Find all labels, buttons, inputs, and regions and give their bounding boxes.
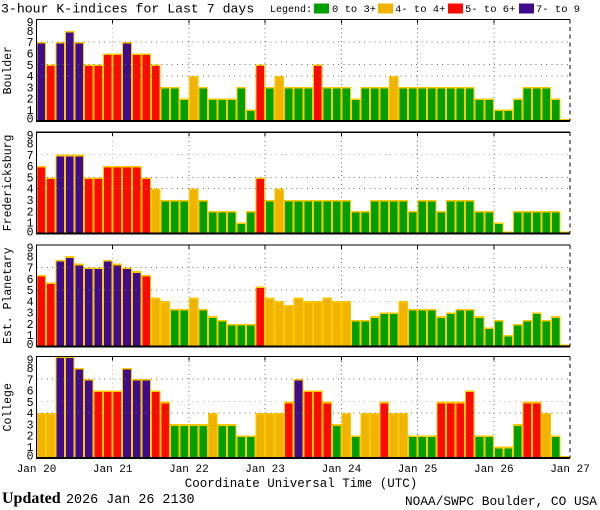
svg-text:7: 7 xyxy=(27,37,34,50)
svg-text:6: 6 xyxy=(27,161,34,174)
svg-text:4- to 4+: 4- to 4+ xyxy=(395,4,445,16)
svg-text:7: 7 xyxy=(27,263,34,276)
svg-text:Fredericksburg: Fredericksburg xyxy=(2,135,15,232)
svg-text:6: 6 xyxy=(27,274,34,287)
svg-text:9: 9 xyxy=(27,243,34,256)
svg-text:2: 2 xyxy=(27,319,34,332)
svg-text:Jan 24: Jan 24 xyxy=(322,464,362,476)
svg-text:7: 7 xyxy=(27,150,34,163)
svg-text:4: 4 xyxy=(27,408,34,421)
svg-text:2: 2 xyxy=(27,94,34,107)
svg-text:Jan 22: Jan 22 xyxy=(169,464,209,476)
svg-text:0: 0 xyxy=(27,451,34,464)
svg-text:Jan 21: Jan 21 xyxy=(93,464,133,476)
svg-text:0: 0 xyxy=(27,339,34,352)
svg-text:5: 5 xyxy=(27,60,34,73)
svg-text:4: 4 xyxy=(27,184,34,197)
svg-text:Est. Planetary: Est. Planetary xyxy=(2,247,15,344)
svg-text:7: 7 xyxy=(27,374,34,387)
svg-text:Jan 23: Jan 23 xyxy=(245,464,285,476)
svg-text:3: 3 xyxy=(27,419,34,432)
svg-text:9: 9 xyxy=(27,17,34,30)
svg-text:3-hour K-indices for Last 7 da: 3-hour K-indices for Last 7 days xyxy=(1,2,254,17)
svg-text:Jan 20: Jan 20 xyxy=(17,464,57,476)
svg-text:NOAA/SWPC Boulder, CO USA: NOAA/SWPC Boulder, CO USA xyxy=(405,494,597,509)
svg-text:Jan 27: Jan 27 xyxy=(550,464,590,476)
svg-text:Boulder: Boulder xyxy=(2,46,15,94)
svg-text:Jan 25: Jan 25 xyxy=(398,464,438,476)
svg-text:5: 5 xyxy=(27,397,34,410)
svg-text:8: 8 xyxy=(27,26,34,39)
svg-text:3: 3 xyxy=(27,195,34,208)
svg-text:3: 3 xyxy=(27,308,34,321)
svg-text:0 to 3+: 0 to 3+ xyxy=(332,4,376,16)
svg-text:2: 2 xyxy=(27,431,34,444)
svg-text:5: 5 xyxy=(27,173,34,186)
svg-text:3: 3 xyxy=(27,82,34,95)
svg-text:College: College xyxy=(2,383,15,431)
svg-text:2026 Jan 26 2130: 2026 Jan 26 2130 xyxy=(66,493,195,508)
svg-text:0: 0 xyxy=(27,114,34,127)
svg-text:8: 8 xyxy=(27,139,34,152)
svg-text:7- to 9: 7- to 9 xyxy=(536,4,580,16)
svg-text:1: 1 xyxy=(27,442,34,455)
svg-text:9: 9 xyxy=(27,354,34,367)
svg-text:1: 1 xyxy=(27,105,34,118)
svg-text:Updated: Updated xyxy=(2,490,61,507)
svg-text:2: 2 xyxy=(27,206,34,219)
svg-text:9: 9 xyxy=(27,130,34,143)
svg-text:6: 6 xyxy=(27,386,34,399)
svg-text:8: 8 xyxy=(27,363,34,376)
svg-text:Coordinate Universal Time (UTC: Coordinate Universal Time (UTC) xyxy=(185,477,418,491)
svg-text:8: 8 xyxy=(27,251,34,264)
svg-text:4: 4 xyxy=(27,296,34,309)
svg-text:1: 1 xyxy=(27,218,34,231)
svg-text:1: 1 xyxy=(27,330,34,343)
svg-text:4: 4 xyxy=(27,71,34,84)
svg-text:5: 5 xyxy=(27,285,34,298)
svg-text:Jan 26: Jan 26 xyxy=(474,464,514,476)
svg-text:6: 6 xyxy=(27,49,34,62)
svg-text:5- to 6+: 5- to 6+ xyxy=(465,4,515,16)
svg-text:Legend:: Legend: xyxy=(270,4,312,16)
svg-text:0: 0 xyxy=(27,226,34,239)
